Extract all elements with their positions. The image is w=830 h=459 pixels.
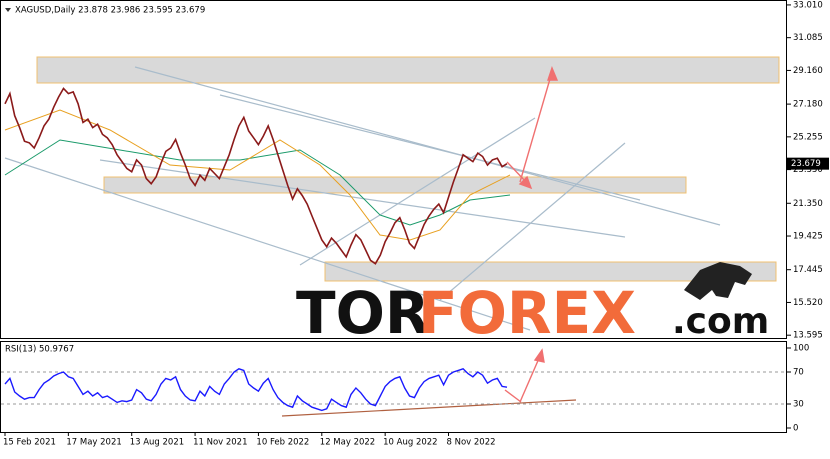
menu-icon bbox=[5, 8, 11, 12]
rsi-title: RSI(13) 50.9767 bbox=[5, 345, 74, 355]
arrow-head bbox=[518, 175, 533, 190]
x-tick-label: 8 Nov 2022 bbox=[447, 438, 496, 448]
y-tick-label: 25.255 bbox=[793, 132, 823, 142]
arrow-head bbox=[533, 348, 545, 363]
watermark-text: FOREX bbox=[418, 279, 636, 347]
arrow bbox=[504, 389, 522, 403]
y-tick-label: 27.180 bbox=[793, 100, 823, 110]
chart-title: XAGUSD,Daily 23.878 23.986 23.595 23.679 bbox=[15, 6, 205, 16]
trendline bbox=[4, 157, 531, 331]
y-tick-label: 31.085 bbox=[793, 33, 823, 43]
x-tick-label: 15 Feb 2021 bbox=[3, 438, 56, 448]
x-tick-label: 12 May 2022 bbox=[320, 438, 375, 448]
y-tick-label: 17.445 bbox=[793, 265, 823, 275]
x-tick-label: 10 Aug 2022 bbox=[383, 438, 437, 448]
y-tick-label: 21.350 bbox=[793, 199, 823, 209]
arrow-head bbox=[547, 66, 559, 81]
bull-icon bbox=[684, 262, 752, 300]
trendline bbox=[134, 66, 721, 226]
y-tick-label: 0 bbox=[793, 424, 798, 434]
moving-average bbox=[4, 109, 511, 241]
y-tick-label: 30 bbox=[793, 400, 804, 410]
x-tick-label: 10 Feb 2022 bbox=[256, 438, 309, 448]
trendline bbox=[439, 142, 626, 301]
y-tick-label: 19.425 bbox=[793, 232, 823, 242]
moving-average bbox=[4, 139, 511, 226]
price-line bbox=[4, 87, 508, 265]
resistance-zone bbox=[36, 56, 780, 84]
price-tag-label: 23.679 bbox=[791, 159, 821, 169]
price-tag bbox=[787, 157, 829, 170]
price-panel bbox=[0, 0, 787, 339]
y-tick-label: 23.330 bbox=[793, 165, 823, 175]
watermark-text: TOR bbox=[296, 279, 430, 347]
forecast-arrows bbox=[504, 66, 559, 403]
trendlines bbox=[4, 66, 721, 331]
y-tick-label: 100 bbox=[793, 344, 809, 354]
y-tick-label: 33.010 bbox=[793, 0, 823, 10]
arrow bbox=[519, 71, 553, 183]
y-tick-label: 15.520 bbox=[793, 298, 823, 308]
arrow bbox=[519, 355, 541, 403]
rsi-line bbox=[4, 368, 508, 412]
x-tick-label: 13 Aug 2021 bbox=[130, 438, 184, 448]
rsi-trendline bbox=[281, 399, 577, 417]
watermark-text: .com bbox=[672, 301, 769, 342]
pivot-zone bbox=[103, 176, 687, 194]
watermark: TOR FOREX .com bbox=[296, 262, 769, 347]
trendline bbox=[219, 94, 641, 201]
x-tick-label: 17 May 2021 bbox=[66, 438, 121, 448]
rsi-panel bbox=[0, 341, 787, 433]
trendline bbox=[299, 117, 536, 266]
y-tick-label: 13.595 bbox=[793, 331, 823, 341]
y-tick-label: 29.160 bbox=[793, 66, 823, 76]
x-tick-label: 11 Nov 2021 bbox=[193, 438, 247, 448]
y-tick-label: 70 bbox=[793, 368, 804, 378]
support-zone bbox=[324, 261, 777, 282]
